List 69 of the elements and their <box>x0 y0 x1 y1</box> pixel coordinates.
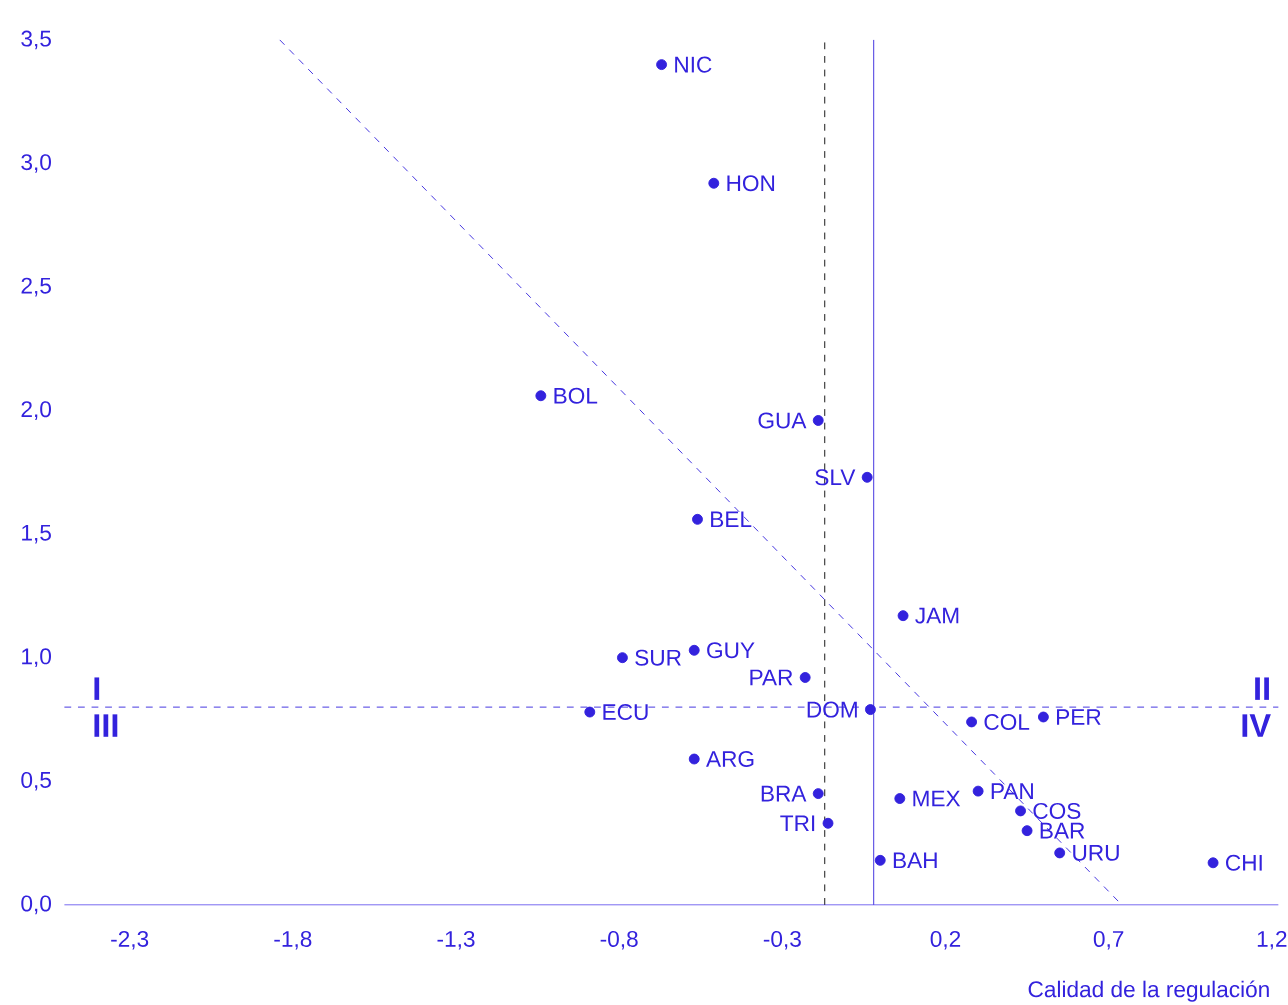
point <box>861 472 873 483</box>
annotation: IV <box>1242 714 1271 737</box>
annotation: BAH <box>893 852 937 869</box>
x-tick-label: -0,8 <box>600 931 638 950</box>
y-tick-label: 3,0 <box>21 154 51 174</box>
annotation: BEL <box>711 511 752 528</box>
annotation: ECU <box>603 704 648 721</box>
point <box>692 514 703 525</box>
annotation: JAM <box>915 607 959 624</box>
annotation: GUY <box>707 642 755 659</box>
annotation: SLV <box>815 469 856 486</box>
point <box>1015 805 1026 817</box>
x-tick-label: 0,7 <box>1093 931 1124 950</box>
annotation: BRA <box>761 786 807 802</box>
point <box>894 793 906 805</box>
annotation: URU <box>1073 845 1119 861</box>
annotation: BAR <box>1040 823 1085 839</box>
annotation: CHI <box>1225 854 1262 871</box>
annotation: COL <box>984 714 1030 731</box>
annotation: PAN <box>991 783 1033 800</box>
x-tick-label: -1,3 <box>437 931 475 950</box>
point <box>535 390 547 402</box>
point <box>584 706 596 718</box>
annotation: MEX <box>913 790 961 807</box>
point <box>966 716 978 728</box>
point <box>708 177 720 189</box>
point <box>822 818 834 829</box>
point <box>688 753 700 765</box>
y-tick-label: 2,0 <box>21 401 51 421</box>
annotation: BOL <box>554 387 598 404</box>
point <box>799 672 811 684</box>
annotation: PER <box>1057 709 1101 725</box>
annotation: HON <box>727 175 775 192</box>
y-tick-label: 0,5 <box>21 772 51 791</box>
x-tick-label: -2,3 <box>111 931 149 950</box>
x-tick-label: 0,2 <box>930 931 961 950</box>
annotation: PAR <box>750 669 793 686</box>
x-tick-label: 1,2 <box>1257 931 1287 950</box>
point <box>864 704 876 716</box>
y-tick-label: 3,5 <box>21 30 51 50</box>
x-tick-label: -1,8 <box>274 931 312 950</box>
point <box>1037 711 1049 723</box>
annotation: NIC <box>675 56 712 73</box>
x-tick-label: -0,3 <box>763 931 801 950</box>
point <box>812 788 824 800</box>
y-tick-label: 2,5 <box>21 277 51 297</box>
annotation: SUR <box>635 649 681 666</box>
point <box>1054 847 1066 859</box>
point <box>897 610 909 622</box>
x-axis-title: Calidad de la regulación <box>1028 980 1269 1002</box>
y-tick-label: 1,0 <box>22 648 51 668</box>
y-tick-label: 1,5 <box>22 525 51 544</box>
annotation: DOM <box>807 701 857 718</box>
annotation: II <box>1255 677 1269 701</box>
annotation: ARG <box>706 751 754 768</box>
y-tick-label: 0,0 <box>21 895 51 915</box>
point <box>656 59 668 71</box>
annotation: TRI <box>780 815 815 832</box>
point <box>874 855 886 866</box>
point <box>616 652 628 664</box>
point <box>1207 857 1219 869</box>
point <box>688 645 700 656</box>
annotation: COS <box>1033 803 1081 820</box>
annotation: I <box>94 677 100 701</box>
point <box>972 785 984 797</box>
point <box>812 415 824 427</box>
annotation: III <box>94 714 118 737</box>
point <box>1021 825 1033 837</box>
annotation: GUA <box>758 412 807 429</box>
